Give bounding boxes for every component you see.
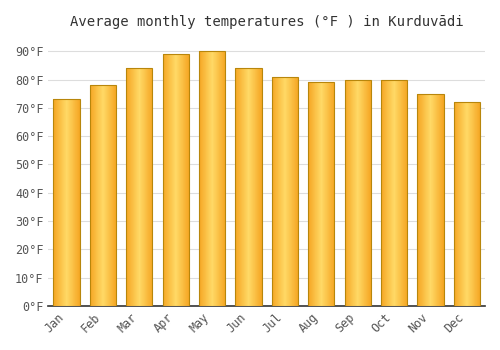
Bar [418,94,444,306]
Bar [344,79,370,306]
Bar [90,85,116,306]
Bar [126,68,152,306]
Bar [454,102,480,306]
Bar [162,54,189,306]
Bar [54,99,80,306]
Bar [236,68,262,306]
Bar [272,77,298,306]
Title: Average monthly temperatures (°F ) in Kurduvādi: Average monthly temperatures (°F ) in Ku… [70,15,464,29]
Bar [381,79,407,306]
Bar [199,51,225,306]
Bar [308,82,334,306]
